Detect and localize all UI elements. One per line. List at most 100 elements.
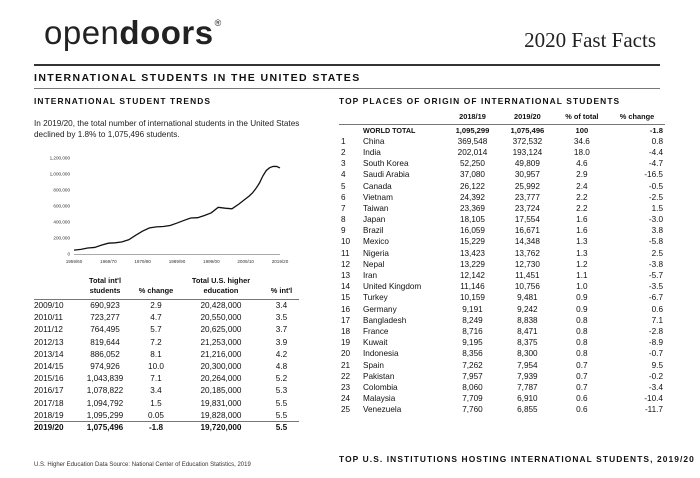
origins-cell: 11,146 xyxy=(460,282,485,292)
origins-row: 10 Mexico 15,229 14,348 1.3 -5.8 xyxy=(339,236,665,247)
trends-summary: In 2019/20, the total number of internat… xyxy=(34,119,300,139)
trends-cell: 1.5 xyxy=(150,398,162,408)
logo-light: open xyxy=(44,14,120,51)
trends-col-header xyxy=(34,276,76,300)
x-tick-label: 1999/00 xyxy=(203,259,220,264)
origins-row: 21 Spain 7,262 7,954 0.7 9.5 xyxy=(339,359,665,370)
origins-row: 5 Canada 26,122 25,992 2.4 -0.5 xyxy=(339,180,665,191)
origins-cell: 22 xyxy=(341,371,351,381)
trends-cell: 3.5 xyxy=(275,313,288,323)
y-tick-label: 1,000,000 xyxy=(50,172,71,177)
origins-cell: 2.5 xyxy=(651,248,663,258)
origins-cell: 16 xyxy=(341,304,351,314)
trends-cell: 3.4 xyxy=(150,386,162,396)
origins-cell: 0.8 xyxy=(576,315,588,325)
origins-cell: Taiwan xyxy=(363,203,389,213)
origins-cell: 7,262 xyxy=(462,360,483,370)
origins-cell: 16,059 xyxy=(459,226,485,236)
origins-cell: Japan xyxy=(363,215,386,225)
trend-line-chart: 1,200,000 1,000,000 800,000 600,000 400,000 2… xyxy=(50,156,289,264)
origins-cell: 0.8 xyxy=(576,338,588,348)
origins-total-cell: -1.8 xyxy=(649,125,663,135)
origins-row: 16 Germany 9,191 9,242 0.9 0.6 xyxy=(339,304,665,315)
origins-cell: 13 xyxy=(341,271,351,281)
trends-row: 2012/13 819,644 7.2 21,253,000 3.9 xyxy=(34,336,299,348)
origins-row: 7 Taiwan 23,369 23,724 2.2 1.5 xyxy=(339,203,665,214)
origins-cell: 7.1 xyxy=(651,315,663,325)
trends-cell: 4.7 xyxy=(150,313,162,323)
origins-row: 2 India 202,014 193,124 18.0 -4.4 xyxy=(339,147,665,158)
origins-cell: 30,957 xyxy=(514,170,540,180)
origins-cell: 7,954 xyxy=(517,360,538,370)
origins-cell: 8,838 xyxy=(517,315,538,325)
origins-cell: 1.0 xyxy=(576,282,588,292)
trends-cell: 2009/10 xyxy=(34,301,64,311)
series-line-international-students xyxy=(73,165,281,251)
origins-cell: 23,724 xyxy=(514,203,540,213)
origins-row: 8 Japan 18,105 17,554 1.6 -3.0 xyxy=(339,214,665,225)
origins-col-header: 2019/20 xyxy=(499,112,555,125)
origins-cell: 1.1 xyxy=(576,271,588,281)
trends-row: 2009/10 690,923 2.9 20,428,000 3.4 xyxy=(34,300,299,312)
origins-row: 20 Indonesia 8,356 8,300 0.8 -0.7 xyxy=(339,348,665,359)
origins-cell: Malaysia xyxy=(363,394,396,404)
origins-cell: United Kingdom xyxy=(363,282,422,292)
origins-cell: 193,124 xyxy=(512,147,543,157)
origins-cell: 2.2 xyxy=(576,192,588,202)
trends-cell: 1,095,299 xyxy=(86,410,124,420)
trends-cell: 3.4 xyxy=(275,301,288,311)
source-note: U.S. Higher Education Data Source: Natio… xyxy=(34,462,251,468)
y-tick-label: 400,000 xyxy=(53,220,70,225)
origins-cell: 3.8 xyxy=(651,226,663,236)
origins-table: 2018/19 2019/20% of total% change WORLD T… xyxy=(339,112,665,415)
origins-cell: Colombia xyxy=(363,382,398,392)
trends-row: 2015/16 1,043,839 7.1 20,264,000 5.2 xyxy=(34,373,299,385)
origins-cell: 24,392 xyxy=(459,192,485,202)
origins-cell: 2.2 xyxy=(576,203,588,213)
origins-row: 24 Malaysia 7,709 6,910 0.6 -10.4 xyxy=(339,393,665,404)
trends-cell: 3.9 xyxy=(275,337,288,347)
trends-cell: 20,428,000 xyxy=(200,301,242,311)
y-tick-label: 800,000 xyxy=(53,188,70,193)
origins-cell: France xyxy=(363,326,389,336)
trends-cell: 8.1 xyxy=(150,349,162,359)
trends-row: 2016/17 1,078,822 3.4 20,185,000 5.3 xyxy=(34,385,299,397)
origins-total-cell: 100 xyxy=(575,125,589,135)
origins-cell: 49,809 xyxy=(514,159,540,169)
origins-cell: 8,060 xyxy=(462,382,483,392)
x-tick-label: 2009/10 xyxy=(237,259,254,264)
trends-cell: 5.5 xyxy=(264,420,299,434)
origins-cell: -0.2 xyxy=(648,371,663,381)
trends-col-header: Total int'l students xyxy=(76,276,134,300)
fast-facts-title: 2020 Fast Facts xyxy=(524,28,656,52)
origins-world-total-row: WORLD TOTAL 1,095,299 1,075,496 100 -1.8 xyxy=(339,125,665,136)
origins-cell: 0.8 xyxy=(651,136,663,146)
origins-cell: 12,142 xyxy=(459,271,485,281)
origins-cell: 18.0 xyxy=(573,147,590,157)
origins-row: 9 Brazil 16,059 16,671 1.6 3.8 xyxy=(339,225,665,236)
origins-cell: 17 xyxy=(341,315,351,325)
origins-cell: Vietnam xyxy=(363,192,393,202)
trends-cell: 7.2 xyxy=(150,337,162,347)
origins-col-header: % of total xyxy=(554,112,609,125)
origins-cell: 2.4 xyxy=(576,181,588,191)
trends-cell: 2010/11 xyxy=(34,313,63,323)
origins-cell: 1.3 xyxy=(576,237,588,247)
origins-cell: India xyxy=(363,147,381,157)
origins-col-header xyxy=(363,112,445,125)
origins-cell: 1.3 xyxy=(576,248,588,258)
origins-cell: -6.7 xyxy=(648,293,663,303)
trends-row: 2017/18 1,094,792 1.5 19,831,000 5.5 xyxy=(34,397,299,409)
main-title: INTERNATIONAL STUDENTS IN THE UNITED STA… xyxy=(34,72,361,84)
top-rule xyxy=(34,64,660,66)
trends-col-header: Total U.S. higher education xyxy=(178,276,264,300)
origins-cell: 10,159 xyxy=(459,293,485,303)
origins-col-header xyxy=(339,112,363,125)
trends-cell: 19,720,000 xyxy=(178,420,264,434)
origins-cell: 8,356 xyxy=(462,349,483,359)
origins-row: 25 Venezuela 7,760 6,855 0.6 -11.7 xyxy=(339,404,665,415)
origins-col-header: 2018/19 xyxy=(445,112,500,125)
origins-cell: 5 xyxy=(341,181,346,191)
origins-cell: 0.6 xyxy=(651,304,663,314)
origins-cell: Nigeria xyxy=(363,248,389,258)
